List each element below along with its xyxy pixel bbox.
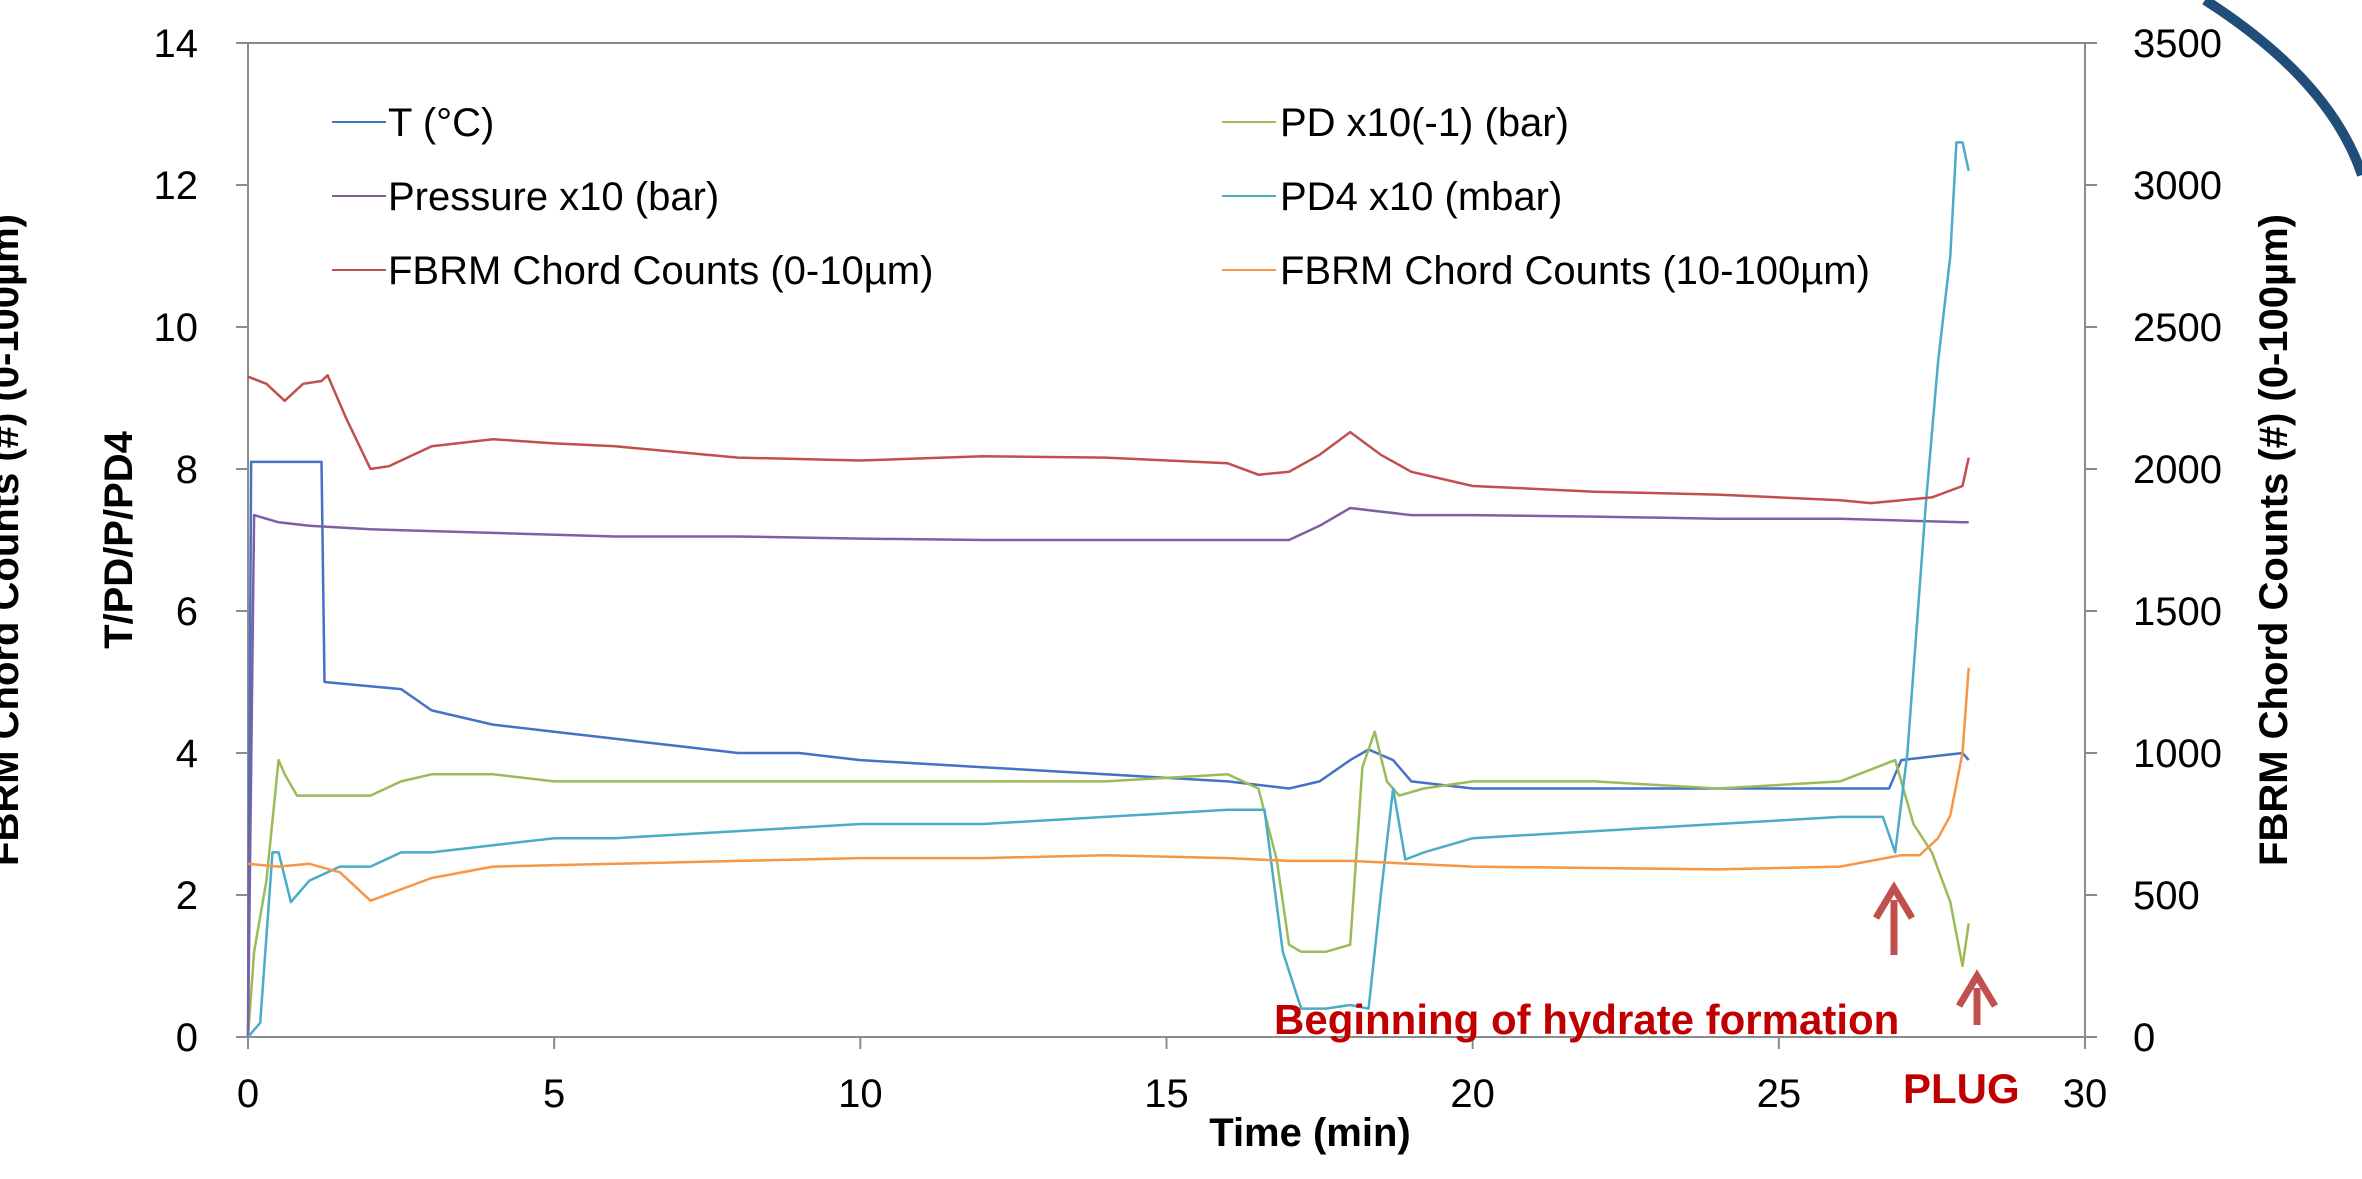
legend-label-pressure: Pressure x10 (bar) [388, 175, 719, 219]
y-right-tick-label: 3500 [2133, 22, 2222, 66]
legend-label-t: T (°C) [388, 101, 494, 145]
y-left-tick-label: 10 [154, 306, 199, 350]
x-tick-label: 0 [237, 1072, 259, 1116]
series-line-pd-x10-1-bar [246, 730, 1970, 1038]
legend-label-fbrm-large: FBRM Chord Counts (10-100µm) [1280, 249, 1870, 293]
y-left-tick-label: 12 [154, 164, 199, 208]
plug-annotation-text: PLUG [1903, 1065, 2020, 1112]
hydrate-arrow-icon [1872, 881, 1916, 920]
x-tick-label: 10 [838, 1072, 883, 1116]
hydrate-annotation-text: Beginning of hydrate formation [1274, 996, 1899, 1043]
y-left-tick-label: 8 [176, 448, 198, 492]
x-tick-label: 25 [1757, 1072, 1802, 1116]
series-line-fbrm-chord-counts-0-10-m [247, 374, 1970, 505]
y-axis-left-outer-title: FBRM Chord Counts (#) (0-100µm) [0, 214, 27, 866]
annotation-plug: PLUG [1903, 969, 2020, 1112]
legend: T (°C) PD x10(-1) (bar) Pressure x10 (ba… [332, 101, 1870, 293]
y-right-tick-label: 3000 [2133, 164, 2222, 208]
y-left-tick-label: 2 [176, 874, 198, 918]
axis-ticks: 0 5 10 15 20 25 30 0 2 4 6 8 10 12 14 0 500 1000 1500 2000 2… [154, 22, 2222, 1116]
y-right-tick-label: 2000 [2133, 448, 2222, 492]
y-left-tick-label: 6 [176, 590, 198, 634]
slide-decoration-arc [2202, 0, 2362, 177]
series-line-pressure-x10-bar [246, 506, 1969, 1038]
y-right-tick-label: 500 [2133, 874, 2200, 918]
y-axis-left-title: T/PD/P/PD4 [97, 430, 141, 649]
series-line-t-c [246, 460, 1970, 1038]
y-left-tick-label: 4 [176, 732, 198, 776]
y-right-tick-label: 1500 [2133, 590, 2222, 634]
plug-arrow-icon [1955, 969, 1999, 1008]
legend-label-pd: PD x10(-1) (bar) [1280, 101, 1569, 145]
series-lines [246, 141, 1970, 1038]
y-axis-right-title: FBRM Chord Counts (#) (0-100µm) [2252, 214, 2296, 866]
series-line-fbrm-chord-counts-10-100-m [247, 667, 1970, 902]
x-tick-label: 20 [1450, 1072, 1495, 1116]
x-tick-label: 30 [2063, 1072, 2108, 1116]
legend-label-pd4: PD4 x10 (mbar) [1280, 175, 1562, 219]
x-axis-title: Time (min) [1209, 1111, 1411, 1155]
y-left-tick-label: 14 [154, 22, 199, 66]
x-tick-label: 15 [1144, 1072, 1189, 1116]
y-right-tick-label: 1000 [2133, 732, 2222, 776]
y-right-tick-label: 0 [2133, 1016, 2155, 1060]
y-right-tick-label: 2500 [2133, 306, 2222, 350]
x-tick-label: 5 [543, 1072, 565, 1116]
legend-label-fbrm-small: FBRM Chord Counts (0-10µm) [388, 249, 933, 293]
y-left-tick-label: 0 [176, 1016, 198, 1060]
series-line-pd4-x10-mbar [247, 141, 1970, 1038]
annotation-hydrate: Beginning of hydrate formation [1274, 881, 1916, 1043]
